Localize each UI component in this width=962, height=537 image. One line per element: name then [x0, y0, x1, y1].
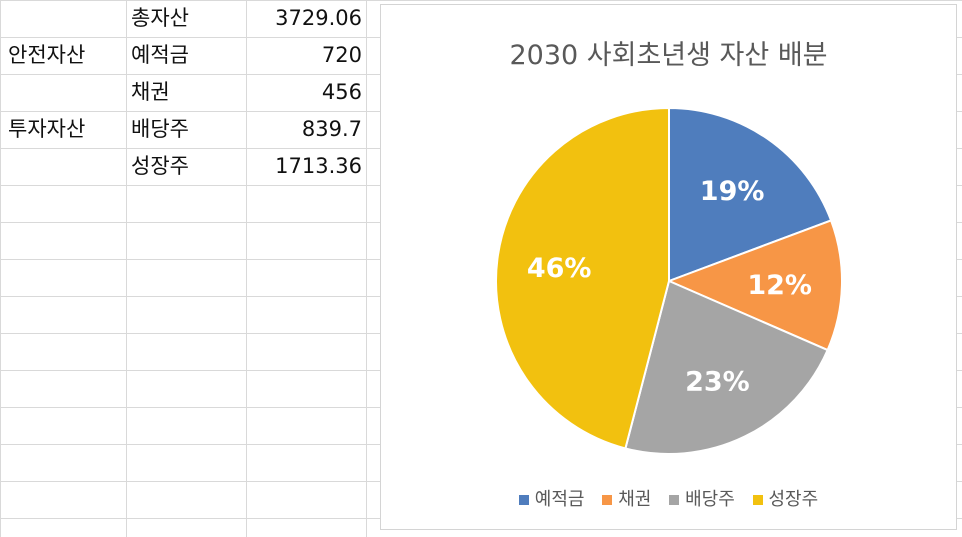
legend-label: 배당주 — [685, 489, 735, 510]
group-cell[interactable] — [8, 0, 124, 37]
legend-label: 성장주 — [768, 489, 819, 510]
value-cell[interactable]: 1713.36 — [275, 154, 362, 178]
legend-swatch — [669, 495, 680, 505]
item-cell[interactable]: 채권 — [131, 80, 170, 104]
legend-swatch — [518, 495, 529, 505]
item-cell[interactable]: 성장주 — [131, 154, 189, 178]
pie-chart-panel[interactable]: 2030 사회초년생 자산 배분 19% 12% 23% 46% 예적금 채권 배당주… — [380, 4, 957, 530]
pie-slice[interactable] — [666, 219, 843, 352]
pie-chart: 19% 12% 23% 46% — [495, 106, 843, 455]
item-cell[interactable]: 배당주 — [131, 117, 189, 141]
slice-data-label: 12% — [747, 270, 812, 301]
value-cell[interactable]: 3729.06 — [275, 6, 362, 30]
pie-slice[interactable] — [495, 106, 670, 450]
column-divider — [366, 0, 367, 537]
group-cell[interactable] — [8, 74, 124, 111]
legend-item: 성장주 — [752, 485, 819, 511]
legend-label: 예적금 — [534, 489, 585, 510]
column-divider — [246, 0, 247, 537]
value-cell[interactable]: 839.7 — [301, 117, 362, 141]
legend-item: 배당주 — [669, 485, 735, 511]
group-cell[interactable]: 안전자산 — [8, 43, 86, 67]
pie-slice[interactable] — [668, 106, 833, 283]
item-cell[interactable]: 예적금 — [131, 43, 189, 67]
slice-data-label: 19% — [700, 176, 765, 207]
value-cell[interactable]: 456 — [321, 80, 362, 104]
slice-data-label: 46% — [527, 253, 592, 284]
legend-label: 채권 — [618, 489, 652, 510]
legend-item: 예적금 — [518, 485, 585, 511]
legend-swatch — [602, 495, 613, 505]
pie-slice[interactable] — [624, 279, 829, 455]
chart-title: 2030 사회초년생 자산 배분 — [509, 40, 828, 71]
item-cell[interactable]: 총자산 — [131, 6, 189, 30]
legend-item: 채권 — [602, 485, 651, 511]
chart-legend: 예적금 채권 배당주 성장주 — [381, 485, 956, 511]
column-divider — [126, 0, 127, 537]
slice-data-label: 23% — [685, 367, 750, 398]
legend-swatch — [752, 495, 763, 505]
group-cell[interactable]: 투자자산 — [8, 117, 86, 141]
value-cell[interactable]: 720 — [321, 43, 362, 67]
group-cell[interactable] — [8, 148, 124, 185]
